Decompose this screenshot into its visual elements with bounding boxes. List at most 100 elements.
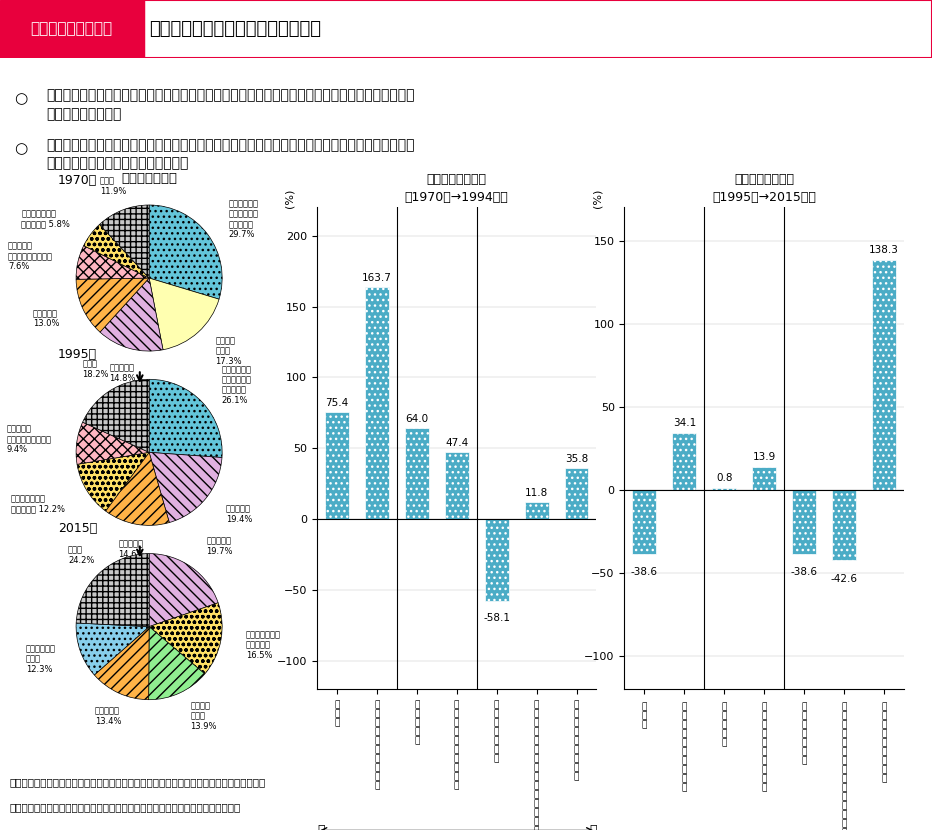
Text: 管
理
職: 管 理 職 [642,702,647,730]
Text: 高: 高 [317,824,324,830]
Text: 専門的・技術的
職業従事者 12.2%: 専門的・技術的 職業従事者 12.2% [11,494,65,514]
Text: 我が国における就業者の職種の変化: 我が国における就業者の職種の変化 [149,20,322,38]
Text: 農林漁業
作業者
17.3%: 農林漁業 作業者 17.3% [215,336,241,366]
Text: サ
ー
ビ
ス
・
販
売
従
事
者: サ ー ビ ス ・ 販 売 従 事 者 [761,702,767,792]
Text: 販売従事者
14.6%: 販売従事者 14.6% [118,540,144,559]
Text: 47.4: 47.4 [445,437,468,447]
Text: -58.1: -58.1 [483,613,510,622]
Text: 技
能
工
及
び
関
連
業
の
従
事
者
・
設
備
・
運
転
・
組
立
機
械
のの: 技 能 工 及 び 関 連 業 の 従 事 者 ・ 設 備 ・ 運 転 ・ 組 … [531,701,541,830]
Text: 1995年: 1995年 [58,348,97,361]
Wedge shape [76,554,149,627]
Text: 農
林
漁
業
従
事
者: 農 林 漁 業 従 事 者 [494,701,500,764]
Text: サ
ー
ビ
ス
・
販
売
従
事
者: サ ー ビ ス ・ 販 売 従 事 者 [454,701,459,790]
Text: 事
務
補
助
員: 事 務 補 助 員 [414,701,419,745]
Text: -38.6: -38.6 [790,567,817,577]
Text: 138.3: 138.3 [870,245,899,255]
Wedge shape [100,278,163,351]
Text: -38.6: -38.6 [631,567,658,577]
Text: 専
門
職
・
技
師
・
準
技
師: 専 門 職 ・ 技 師 ・ 準 技 師 [681,702,687,792]
Text: 長期的にみると、農林漁業作業者が大きく減少し、事務従事者や専門的・技術的職業従事者の割合
　が増加している。: 長期的にみると、農林漁業作業者が大きく減少し、事務従事者や専門的・技術的職業従事… [47,88,415,120]
Text: 1970年: 1970年 [58,173,97,187]
Text: 製造・制作・
機械運転及び
建設作業者
26.1%: 製造・制作・ 機械運転及び 建設作業者 26.1% [221,365,252,405]
Bar [712,488,736,490]
Wedge shape [76,422,149,464]
Text: 資料出所　総務省統計局「労働力調査」をもとに厚生労働省労働政策担当参事官室にて作成: 資料出所 総務省統計局「労働力調査」をもとに厚生労働省労働政策担当参事官室にて作… [9,777,266,787]
Text: 専門的・技術的
職業従事者
16.5%: 専門的・技術的 職業従事者 16.5% [246,630,281,660]
Wedge shape [100,205,149,278]
Wedge shape [76,623,149,675]
Text: 保安職業・
サービス職業従事者
7.6%: 保安職業・ サービス職業従事者 7.6% [7,242,53,271]
Wedge shape [149,379,222,457]
Text: その他
18.2%: その他 18.2% [82,359,109,379]
Bar [872,260,896,490]
Text: その他
11.9%: その他 11.9% [100,177,127,196]
Wedge shape [76,278,149,332]
Wedge shape [84,224,149,278]
Wedge shape [149,603,222,674]
Wedge shape [149,205,222,299]
Text: 販売従事者
13.4%: 販売従事者 13.4% [95,706,121,726]
Text: 第２－（３）－５図: 第２－（３）－５図 [31,22,113,37]
Wedge shape [149,554,218,627]
Text: （注）　期間中に職業分類が改訂されており、推移をみるにあたって留意が必要。: （注） 期間中に職業分類が改訂されており、推移をみるにあたって留意が必要。 [9,802,240,812]
Bar [364,287,389,519]
Wedge shape [77,452,149,511]
Bar [525,502,549,519]
Bar [325,413,349,519]
Text: 定
型
的
業
務
の
従
事
者: 定 型 的 業 務 の 従 事 者 [574,701,579,781]
Text: 専門的・技術的
職業従事者 5.8%: 専門的・技術的 職業従事者 5.8% [21,209,70,229]
Text: サービス職業
従事者
12.3%: サービス職業 従事者 12.3% [26,644,56,674]
Bar [0,0,144,58]
Bar [485,519,509,601]
Text: 職種別の就業者: 職種別の就業者 [121,172,177,185]
Text: 生産工程
従事者
13.9%: 生産工程 従事者 13.9% [190,701,217,731]
Text: 技
能
工
及
び
関
連
業
の
従
事
者
・
設
備
・
運
転
・
組
立
機
械
のの: 技 能 工 及 び 関 連 業 の 従 事 者 ・ 設 備 ・ 運 転 ・ 組 … [839,702,849,830]
Text: 35.8: 35.8 [565,454,588,464]
Y-axis label: (%): (%) [284,188,295,208]
Text: 農
林
漁
業
従
事
者: 農 林 漁 業 従 事 者 [802,702,807,765]
Text: 販売従事者
13.0%: 販売従事者 13.0% [33,309,60,329]
Wedge shape [94,627,149,700]
Bar [565,468,588,519]
Bar [792,490,816,554]
Text: スキル別にみると、高スキル・中スキル職種における就業者がほぼ横ばいの中、低スキル職種にお
　ける就業者が大きく増加している。: スキル別にみると、高スキル・中スキル職種における就業者がほぼ横ばいの中、低スキル… [47,138,415,170]
Bar [404,428,429,519]
Text: 事務従事者
14.8%: 事務従事者 14.8% [109,364,136,383]
Text: 2015年: 2015年 [58,522,97,535]
Text: 64.0: 64.0 [405,414,429,424]
Text: 定
型
的
業
務
の
従
事
者: 定 型 的 業 務 の 従 事 者 [882,702,886,784]
Text: 保安職業・
サービス職業従事者
9.4%: 保安職業・ サービス職業従事者 9.4% [7,425,51,454]
Wedge shape [76,246,149,280]
Bar [832,490,857,560]
Wedge shape [149,278,219,349]
Wedge shape [149,627,205,700]
Bar [672,433,696,490]
Text: 0.8: 0.8 [716,473,733,483]
Wedge shape [83,379,149,452]
Text: 75.4: 75.4 [325,398,349,408]
Wedge shape [149,452,222,523]
Text: 事
務
補
助
員: 事 務 補 助 員 [721,702,727,747]
Text: ○: ○ [14,141,27,156]
Bar [144,0,932,58]
Title: スキル別の就業者
（1995年→2015年）: スキル別の就業者 （1995年→2015年） [712,173,816,203]
Title: スキル別の就業者
（1970年→1994年）: スキル別の就業者 （1970年→1994年） [404,173,509,203]
Text: 34.1: 34.1 [673,418,696,428]
Text: 低: 低 [589,824,596,830]
Text: 163.7: 163.7 [362,273,391,283]
Text: 事務従事者
19.7%: 事務従事者 19.7% [206,537,233,556]
Bar [752,466,776,490]
Text: 専
門
職
・
技
師
・
準
技
師: 専 門 職 ・ 技 師 ・ 準 技 師 [374,701,379,790]
Text: 事務従事者
19.4%: 事務従事者 19.4% [226,505,253,524]
Text: ○: ○ [14,91,27,106]
Text: 13.9: 13.9 [753,452,775,461]
Wedge shape [105,452,170,525]
Text: その他
24.2%: その他 24.2% [68,545,94,565]
Bar [445,452,469,519]
Text: 製造・制作・
機械運転及び
建設作業者
29.7%: 製造・制作・ 機械運転及び 建設作業者 29.7% [228,199,258,239]
Text: -42.6: -42.6 [830,574,857,583]
Text: 11.8: 11.8 [525,488,548,498]
Y-axis label: (%): (%) [592,188,602,208]
Text: 管
理
職: 管 理 職 [335,701,339,727]
Bar [633,490,656,554]
